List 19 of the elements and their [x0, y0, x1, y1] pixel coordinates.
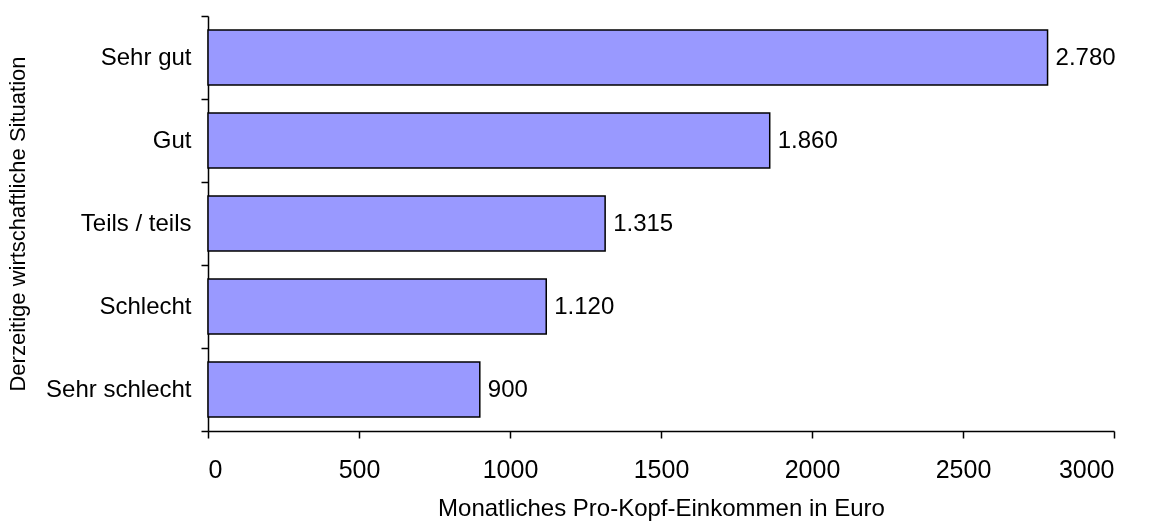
y-tick-label: Sehr gut — [100, 43, 192, 70]
x-tick-label: 2500 — [935, 454, 992, 483]
data-label: 1.120 — [554, 291, 615, 319]
x-tick-label: 1500 — [633, 454, 690, 483]
data-label: 2.780 — [1055, 42, 1116, 70]
x-tick-label: 500 — [338, 454, 381, 483]
y-tick-label: Teils / teils — [80, 209, 192, 236]
y-axis-title: Derzeitige wirtschaftliche Situation — [5, 56, 31, 392]
x-tick-label: 2000 — [784, 454, 841, 483]
x-axis-title: Monatliches Pro-Kopf-Einkommen in Euro — [438, 493, 885, 521]
data-label: 1.315 — [613, 208, 674, 236]
x-tick-label: 1000 — [482, 454, 539, 483]
data-label: 900 — [487, 374, 528, 402]
x-tick-label: 3000 — [1058, 454, 1115, 483]
y-tick-label: Sehr schlecht — [46, 375, 192, 402]
y-tick-label: Gut — [152, 126, 192, 153]
x-tick-label: 0 — [208, 454, 223, 483]
y-tick-label: Schlecht — [99, 292, 192, 319]
data-label: 1.860 — [777, 125, 838, 153]
